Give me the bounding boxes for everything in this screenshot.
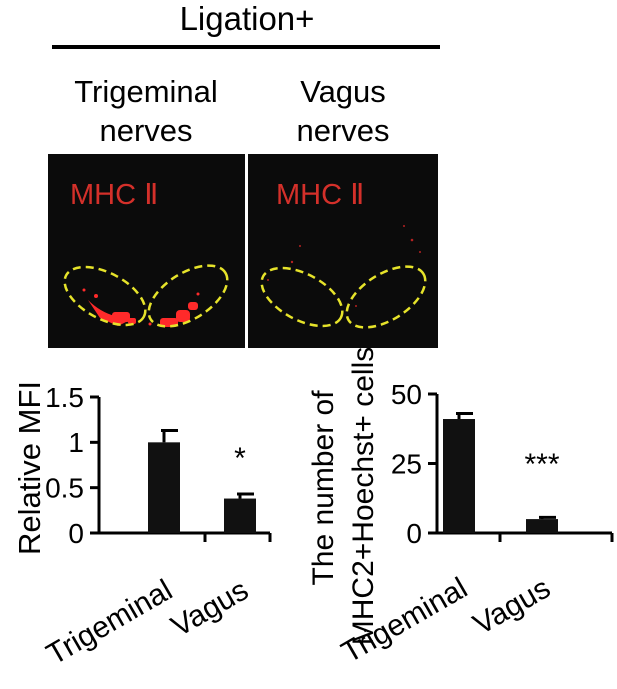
chart1-category-label: Vagus [166, 573, 254, 643]
roi-ellipse-trigeminal-left [63, 265, 147, 327]
stain-label-vagus: MHC Ⅱ [276, 179, 364, 211]
chart1-ytick-label: 1.5 [45, 382, 84, 413]
chart-relative-mfi: 0 0.5 1 1.5 Trigeminal * Vagus [41, 382, 272, 672]
micrograph-trigeminal: MHC Ⅱ [48, 154, 245, 348]
roi-ellipse-trigeminal-right [147, 264, 229, 328]
chart1-category-label: Trigeminal [41, 573, 178, 671]
chart2-ylabel-line2: MHC2+Hoechst+ cells [347, 347, 380, 645]
chart1-ytick-label: 1 [68, 427, 84, 458]
chart1-significance: * [234, 442, 246, 475]
panel-label-vagus-line2: nerves [296, 113, 389, 148]
micrograph-vagus-background [248, 154, 438, 348]
roi-ellipse-vagus-right [345, 265, 427, 329]
chart2-ytick-label: 0 [406, 518, 422, 549]
condition-title: Ligation+ [180, 0, 315, 37]
roi-ellipse-vagus-left [260, 266, 344, 328]
chart1-bar-trigeminal [148, 442, 180, 533]
chart2-category-label: Vagus [468, 571, 556, 641]
chart2-bar-trigeminal [443, 419, 475, 533]
panel-label-trigeminal-line1: Trigeminal [74, 74, 218, 109]
chart1-bar-vagus [224, 498, 256, 533]
stain-label-trigeminal: MHC Ⅱ [70, 179, 158, 211]
mhc2-signal-trigeminal [82, 288, 200, 327]
panel-label-trigeminal-line2: nerves [99, 113, 192, 148]
mhc2-signal-vagus [267, 225, 421, 307]
chart1-ytick-label: 0.5 [45, 472, 84, 503]
chart2-significance: *** [524, 448, 559, 481]
chart1-ytick-label: 0 [68, 518, 84, 549]
panel-label-vagus-line1: Vagus [300, 74, 386, 109]
chart1-ylabel: Relative MFI [12, 381, 47, 555]
micrograph-trigeminal-background [48, 154, 245, 348]
chart2-bar-vagus [526, 519, 558, 533]
chart2-ylabel-line1: The number of [307, 390, 340, 586]
chart2-ytick-label: 25 [391, 448, 422, 479]
chart2-ytick-label: 50 [391, 379, 422, 410]
micrograph-vagus: MHC Ⅱ [248, 154, 438, 348]
